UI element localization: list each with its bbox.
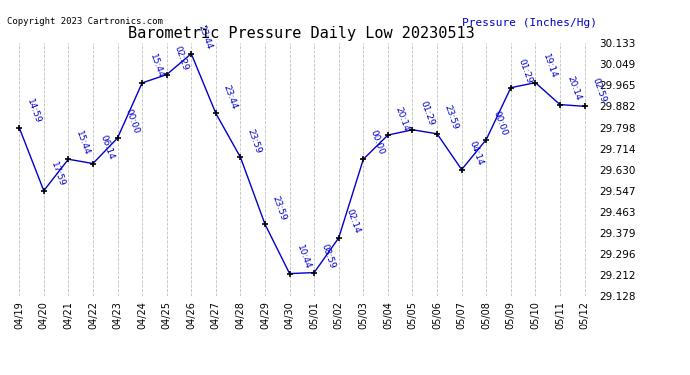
Text: 23:44: 23:44: [197, 24, 214, 51]
Text: 23:44: 23:44: [221, 84, 239, 111]
Text: 02:29: 02:29: [172, 45, 190, 72]
Text: 20:14: 20:14: [393, 105, 411, 132]
Text: 00:00: 00:00: [492, 110, 509, 137]
Text: 15:44: 15:44: [148, 53, 165, 80]
Text: 23:59: 23:59: [442, 104, 460, 131]
Text: 23:59: 23:59: [270, 194, 288, 222]
Text: 08:59: 08:59: [319, 242, 337, 270]
Text: 19:14: 19:14: [541, 53, 558, 80]
Text: 17:59: 17:59: [49, 160, 67, 188]
Text: 15:44: 15:44: [74, 129, 91, 156]
Text: 10:44: 10:44: [295, 244, 313, 271]
Text: 06:14: 06:14: [99, 134, 116, 161]
Text: 00:00: 00:00: [123, 108, 140, 135]
Text: 01:29: 01:29: [418, 100, 435, 127]
Text: 14:59: 14:59: [25, 98, 42, 125]
Text: 23:59: 23:59: [246, 127, 264, 154]
Text: Pressure (Inches/Hg): Pressure (Inches/Hg): [462, 18, 597, 28]
Text: 00:00: 00:00: [369, 129, 386, 156]
Text: 20:14: 20:14: [566, 75, 583, 102]
Text: 02:14: 02:14: [344, 208, 362, 235]
Text: 02:59: 02:59: [590, 76, 607, 104]
Text: 01:29: 01:29: [516, 58, 533, 85]
Text: Copyright 2023 Cartronics.com: Copyright 2023 Cartronics.com: [7, 17, 163, 26]
Text: 04:14: 04:14: [467, 140, 484, 167]
Title: Barometric Pressure Daily Low 20230513: Barometric Pressure Daily Low 20230513: [128, 26, 475, 40]
